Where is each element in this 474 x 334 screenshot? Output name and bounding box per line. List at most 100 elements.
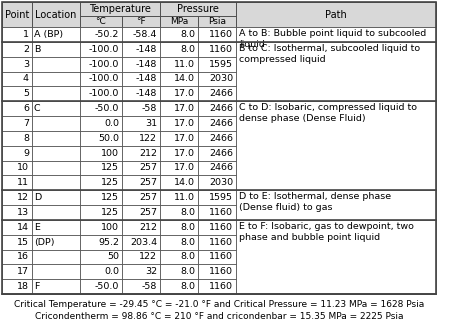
Bar [160, 220, 198, 235]
Text: 2: 2 [23, 45, 29, 54]
Text: 8.0: 8.0 [180, 267, 195, 276]
Bar [80, 131, 122, 146]
Text: 1160: 1160 [209, 267, 233, 276]
Text: 17.0: 17.0 [174, 89, 195, 98]
Bar [160, 279, 198, 294]
Bar [80, 71, 122, 86]
Text: E: E [34, 223, 40, 232]
Bar [198, 16, 236, 27]
Bar [32, 101, 80, 116]
Bar [160, 249, 198, 264]
Text: 15: 15 [17, 237, 29, 246]
Text: 1160: 1160 [209, 45, 233, 54]
Text: 1160: 1160 [209, 282, 233, 291]
Text: Location: Location [35, 9, 77, 19]
Text: 125: 125 [101, 193, 119, 202]
Bar [122, 116, 160, 131]
Bar [160, 235, 198, 249]
Text: Pressure: Pressure [177, 4, 219, 14]
Text: D: D [34, 193, 41, 202]
Bar [80, 16, 122, 27]
Text: -148: -148 [136, 89, 157, 98]
Bar [198, 205, 236, 220]
Bar [80, 235, 122, 249]
Text: 18: 18 [17, 282, 29, 291]
Text: 1595: 1595 [209, 59, 233, 68]
Text: -100.0: -100.0 [89, 45, 119, 54]
Bar [198, 116, 236, 131]
Bar [198, 86, 236, 101]
Text: 122: 122 [139, 134, 157, 143]
Text: (DP): (DP) [34, 237, 55, 246]
Bar [2, 2, 436, 294]
Text: 1160: 1160 [209, 208, 233, 217]
Bar [32, 175, 80, 190]
Bar [80, 116, 122, 131]
Bar [80, 220, 122, 235]
Bar [198, 175, 236, 190]
Text: A (BP): A (BP) [34, 30, 63, 39]
Bar [198, 71, 236, 86]
Text: F: F [34, 282, 39, 291]
Text: -148: -148 [136, 45, 157, 54]
Text: 9: 9 [23, 149, 29, 158]
Bar [2, 71, 32, 86]
Bar [160, 116, 198, 131]
Text: -100.0: -100.0 [89, 89, 119, 98]
Text: 14.0: 14.0 [174, 74, 195, 84]
Bar [2, 220, 32, 235]
Bar [236, 190, 436, 220]
Bar [198, 146, 236, 161]
Bar [198, 279, 236, 294]
Bar [2, 175, 32, 190]
Text: 8.0: 8.0 [180, 253, 195, 262]
Bar [122, 131, 160, 146]
Text: 125: 125 [101, 163, 119, 172]
Bar [2, 116, 32, 131]
Bar [198, 249, 236, 264]
Bar [2, 101, 32, 116]
Text: -148: -148 [136, 59, 157, 68]
Bar [32, 2, 80, 27]
Bar [2, 235, 32, 249]
Bar [2, 42, 32, 57]
Bar [160, 42, 198, 57]
Bar [80, 101, 122, 116]
Text: 257: 257 [139, 208, 157, 217]
Text: 100: 100 [101, 223, 119, 232]
Text: 2466: 2466 [209, 134, 233, 143]
Bar [80, 279, 122, 294]
Text: 1160: 1160 [209, 237, 233, 246]
Text: 2466: 2466 [209, 119, 233, 128]
Text: -58.4: -58.4 [133, 30, 157, 39]
Text: 8.0: 8.0 [180, 30, 195, 39]
Text: MPa: MPa [170, 17, 188, 26]
Bar [122, 27, 160, 42]
Text: A to B: Bubble point liquid to subcooled
liquid: A to B: Bubble point liquid to subcooled… [239, 29, 426, 49]
Text: -148: -148 [136, 74, 157, 84]
Bar [236, 42, 436, 101]
Bar [236, 220, 436, 294]
Bar [160, 205, 198, 220]
Text: 17.0: 17.0 [174, 119, 195, 128]
Text: 1595: 1595 [209, 193, 233, 202]
Text: -50.0: -50.0 [95, 282, 119, 291]
Text: 1160: 1160 [209, 30, 233, 39]
Text: 203.4: 203.4 [130, 237, 157, 246]
Bar [2, 161, 32, 175]
Text: 50.0: 50.0 [98, 134, 119, 143]
Bar [32, 27, 80, 42]
Text: 0.0: 0.0 [104, 119, 119, 128]
Bar [160, 146, 198, 161]
Bar [122, 279, 160, 294]
Bar [160, 190, 198, 205]
Text: -100.0: -100.0 [89, 74, 119, 84]
Bar [122, 264, 160, 279]
Bar [32, 57, 80, 71]
Text: 0.0: 0.0 [104, 267, 119, 276]
Bar [122, 42, 160, 57]
Text: 2030: 2030 [209, 178, 233, 187]
Bar [160, 86, 198, 101]
Text: 14: 14 [17, 223, 29, 232]
Text: °F: °F [136, 17, 146, 26]
